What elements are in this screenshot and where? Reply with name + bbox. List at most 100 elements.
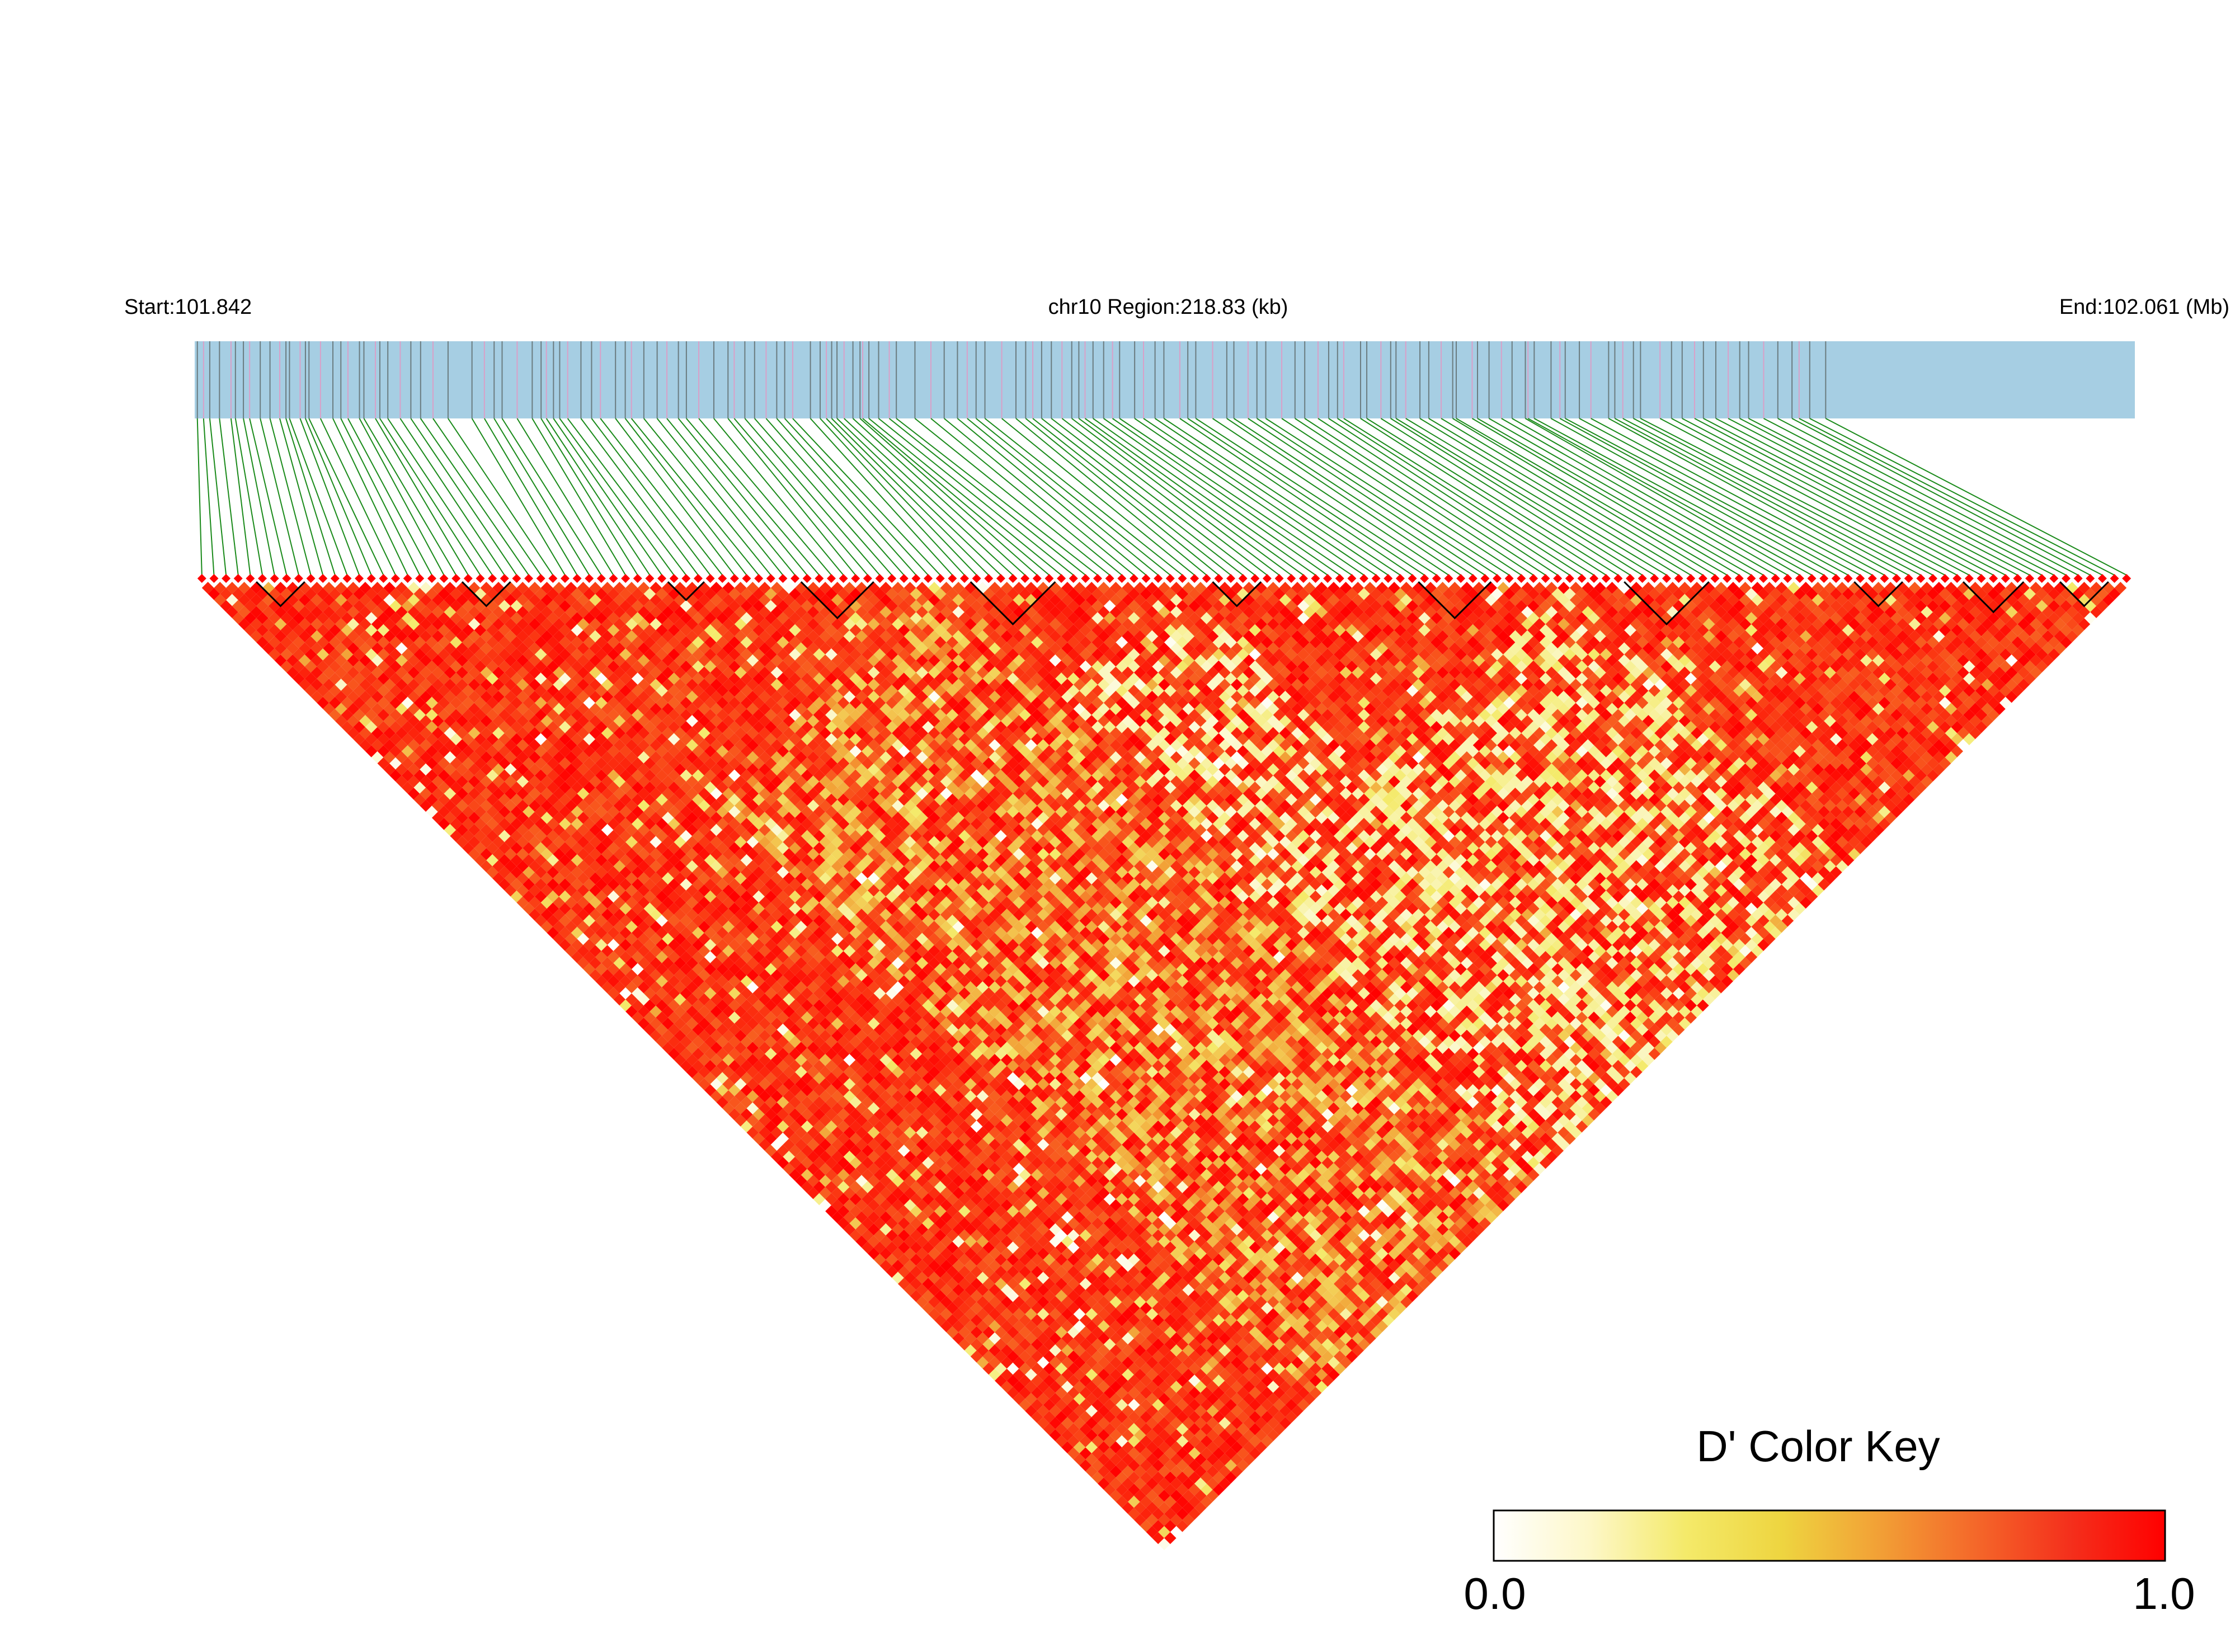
ld-cell — [341, 660, 354, 673]
snp-connector — [698, 418, 832, 576]
ld-cell — [637, 981, 650, 994]
ld-cell — [982, 1362, 995, 1375]
ld-cell — [970, 1302, 983, 1315]
ld-cell — [323, 690, 335, 703]
ld-cell — [407, 739, 420, 751]
ld-cell — [752, 1084, 765, 1096]
ld-cell — [523, 878, 535, 891]
ld-cell — [831, 1199, 844, 1212]
snp-connector — [967, 418, 1159, 576]
snp-connector — [976, 418, 1171, 576]
ld-cell — [656, 1036, 668, 1048]
ld-cell — [740, 1084, 753, 1096]
ld-cell — [540, 896, 553, 909]
ld-cell — [825, 1145, 837, 1157]
ld-cell — [262, 642, 275, 655]
snp-connector — [1441, 418, 1704, 576]
ld-cell — [426, 757, 438, 770]
ld-cell — [946, 1302, 959, 1315]
ld-cell — [553, 872, 565, 884]
ld-cell — [389, 721, 402, 733]
ld-cell — [1061, 1405, 1074, 1417]
ld-cell — [952, 1283, 964, 1296]
snp-connector — [1119, 418, 1352, 576]
ld-cell — [377, 745, 390, 757]
ld-cell — [952, 1296, 964, 1309]
ld-cell — [964, 1283, 977, 1296]
snp-connector — [1825, 418, 2127, 576]
ld-cell — [335, 666, 347, 679]
ld-cell — [873, 1229, 886, 1242]
snp-connector — [363, 418, 457, 576]
ld-cell — [625, 993, 638, 1006]
ld-cell — [1061, 1392, 1074, 1405]
snp-connector — [196, 418, 203, 576]
snp-connector — [754, 418, 892, 576]
ld-cell — [480, 799, 493, 812]
ld-cell — [777, 1096, 789, 1109]
ld-cell — [855, 1235, 868, 1248]
ld-cell — [407, 775, 420, 788]
ld-cell — [1043, 1423, 1056, 1436]
snp-connector — [1419, 418, 1679, 576]
ld-cell — [910, 1278, 923, 1290]
ld-cell — [982, 1326, 995, 1339]
ld-cell — [819, 1199, 831, 1212]
ld-cell — [656, 975, 668, 987]
ld-cell — [510, 842, 523, 854]
ld-cell — [201, 582, 214, 594]
snp-connector — [1525, 418, 1800, 576]
ld-cell — [431, 812, 444, 824]
ld-cell — [910, 1289, 923, 1302]
ld-cell — [825, 1181, 837, 1193]
snp-connector — [567, 418, 687, 576]
ld-cell — [353, 721, 365, 733]
snp-connector — [677, 418, 808, 576]
ld-cell — [910, 1265, 923, 1278]
snp-connector — [1257, 418, 1498, 576]
snp-connector — [359, 418, 445, 576]
ld-cell — [559, 939, 571, 951]
region-size-label: chr10 Region:218.83 (kb) — [1048, 295, 1288, 319]
ld-cell — [456, 787, 468, 800]
snp-connector — [820, 418, 965, 576]
ld-cell — [504, 823, 517, 836]
ld-cell — [1037, 1368, 1050, 1381]
ld-cell — [940, 1296, 953, 1309]
ld-cell — [268, 624, 281, 637]
ld-cell — [1122, 1477, 1134, 1490]
ld-cell — [722, 1066, 735, 1079]
ld-cell — [631, 987, 644, 1000]
snp-connector — [1001, 418, 1195, 576]
ld-cell — [534, 878, 547, 891]
ld-cell — [1037, 1405, 1050, 1417]
ld-cell — [1031, 1375, 1043, 1387]
ld-cell — [607, 987, 620, 1000]
snp-connector — [826, 418, 977, 576]
ld-cell — [710, 1066, 723, 1079]
ld-cell — [329, 684, 341, 697]
snp-connector — [1682, 418, 1982, 576]
ld-cell — [413, 782, 426, 794]
snp-connector — [1748, 418, 2054, 576]
ld-cell — [1073, 1416, 1086, 1429]
snp-connector — [308, 418, 384, 576]
snp-connector — [1295, 418, 1534, 576]
ld-cell — [952, 1332, 964, 1345]
snp-connector — [531, 418, 626, 576]
ld-cell — [468, 799, 481, 812]
ld-cell — [262, 606, 275, 618]
ld-cell — [819, 1162, 831, 1175]
ld-cell — [849, 1193, 862, 1206]
ld-cell — [540, 872, 553, 884]
ld-cell — [323, 642, 335, 655]
ld-cell — [383, 703, 396, 716]
ld-cell — [444, 787, 457, 800]
ld-cell — [523, 854, 535, 867]
ld-cell — [510, 866, 523, 879]
ld-cell — [607, 975, 620, 987]
ld-cell — [619, 950, 632, 963]
ld-cell — [722, 1042, 735, 1054]
ld-cell — [498, 878, 511, 891]
ld-cell — [450, 769, 463, 782]
